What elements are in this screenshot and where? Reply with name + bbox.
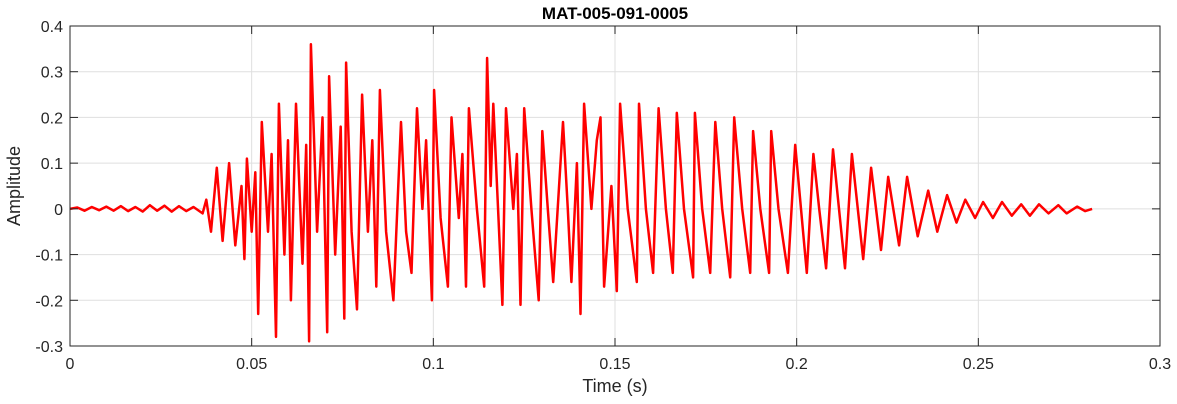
x-tick-label: 0.15 [599,356,630,373]
x-tick-label: 0.05 [236,356,267,373]
x-tick-label: 0 [66,356,75,373]
waveform-line [69,43,1093,343]
grid [69,25,1161,347]
x-tick-label: 0.1 [422,356,444,373]
y-axis-label: Amplitude [4,146,24,226]
chart-title: MAT-005-091-0005 [542,4,688,23]
y-tick-label: 0.3 [41,65,63,82]
y-tick-label: -0.2 [35,293,63,310]
y-tick-label: -0.1 [35,248,63,265]
ticks: 0 0.05 0.1 0.15 0.2 0.25 0.3 -0.3 -0.2 -0.1 0 0.1 0.… [35,19,1171,373]
y-tick-label: 0 [54,202,63,219]
y-tick-label: -0.3 [35,339,63,356]
y-tick-label: 0.4 [41,19,63,36]
x-tick-label: 0.25 [963,356,994,373]
x-tick-label: 0.2 [786,356,808,373]
plot-area [69,43,1093,343]
y-tick-label: 0.2 [41,110,63,127]
x-tick-label: 0.3 [1149,356,1171,373]
x-axis-label: Time (s) [582,376,647,396]
y-tick-label: 0.1 [41,156,63,173]
